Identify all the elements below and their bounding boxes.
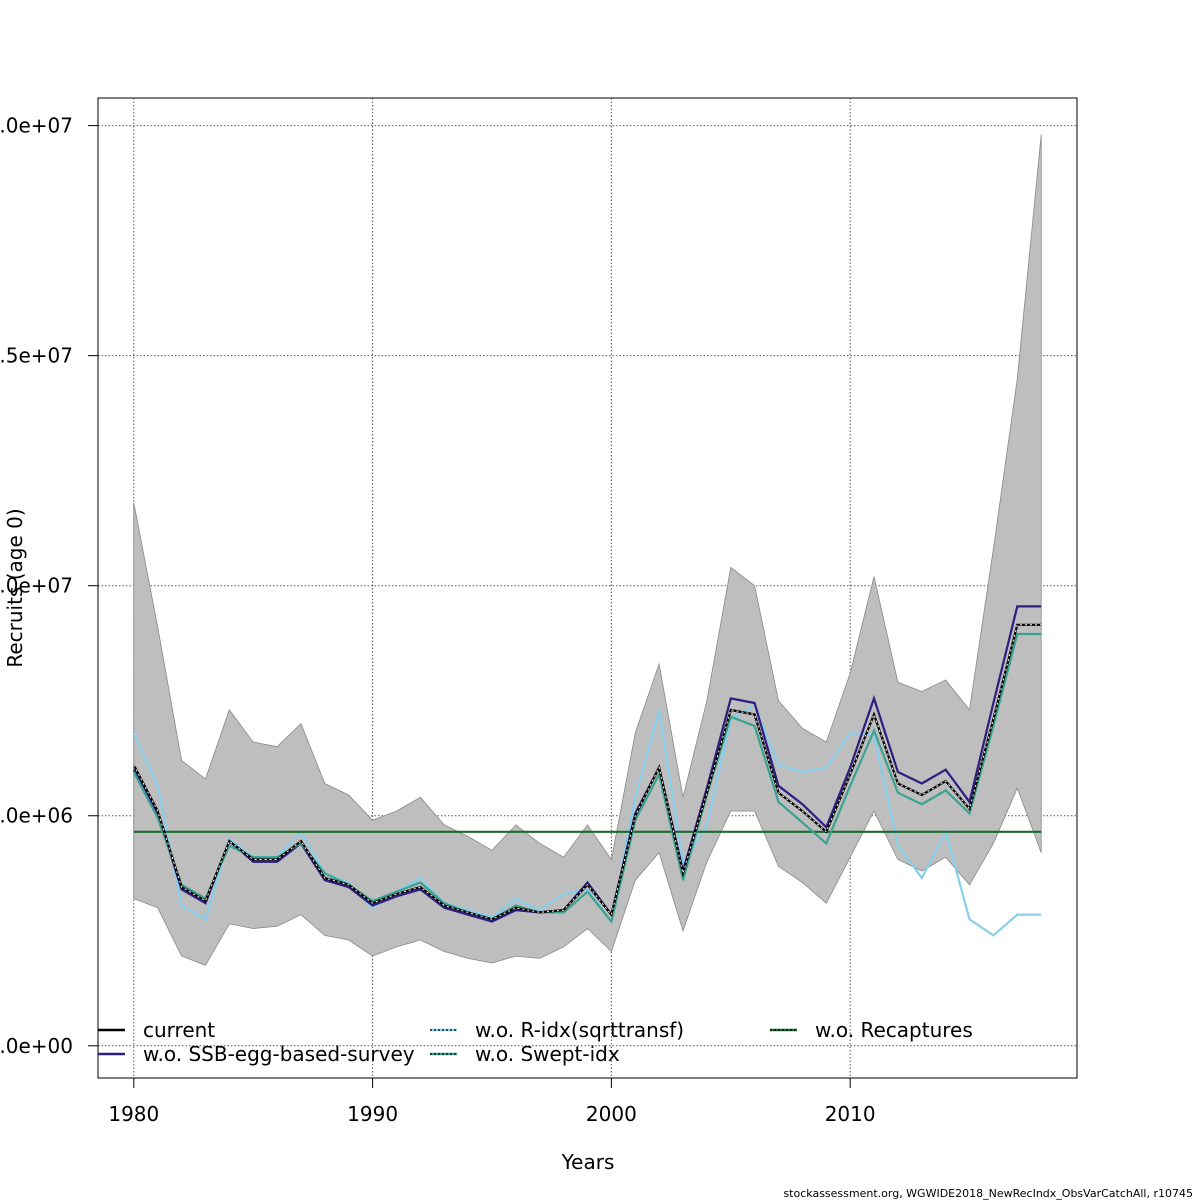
y-tick-label: 1.0e+07 — [0, 574, 73, 598]
series-line-2 — [132, 703, 1042, 937]
plot-frame — [97, 97, 1078, 1079]
x-tick-label: 1990 — [347, 1102, 398, 1126]
x-tick-label: 2010 — [825, 1102, 876, 1126]
legend-item: w.o. Recaptures — [770, 1018, 973, 1042]
legend-label: w.o. Recaptures — [815, 1018, 973, 1042]
x-axis-title: Years — [561, 1150, 615, 1174]
legend-label: w.o. R-idx(sqrttransf) — [475, 1018, 684, 1042]
confidence-band — [133, 134, 1042, 966]
legend-item: current — [98, 1018, 215, 1042]
legend-item: w.o. Swept-idx — [430, 1042, 620, 1066]
legend-item: w.o. SSB-egg-based-survey — [98, 1042, 415, 1066]
legend-label: w.o. SSB-egg-based-survey — [143, 1042, 415, 1066]
source-credit: stockassessment.org, WGWIDE2018_NewRecIn… — [783, 1187, 1193, 1200]
series-line-1 — [132, 605, 1042, 923]
y-tick-label: 0.0e+00 — [0, 1034, 73, 1058]
x-axis: 1980 1990 2000 2010 — [108, 1077, 876, 1126]
y-axis: 0.0e+00 5.0e+06 1.0e+07 1.5e+07 2.0e+07 — [0, 114, 99, 1058]
legend-item: w.o. R-idx(sqrttransf) — [430, 1018, 684, 1042]
series-lines — [132, 605, 1042, 937]
legend-label: current — [143, 1018, 215, 1042]
grid-lines — [98, 98, 1077, 1078]
x-tick-label: 1980 — [108, 1102, 159, 1126]
series-line-current-dots — [133, 624, 1042, 920]
y-tick-label: 5.0e+06 — [0, 804, 73, 828]
y-tick-label: 1.5e+07 — [0, 344, 73, 368]
x-tick-label: 2000 — [586, 1102, 637, 1126]
legend-label: w.o. Swept-idx — [475, 1042, 620, 1066]
y-tick-label: 2.0e+07 — [0, 114, 73, 138]
y-axis-title: Recruits (age 0) — [3, 508, 27, 667]
